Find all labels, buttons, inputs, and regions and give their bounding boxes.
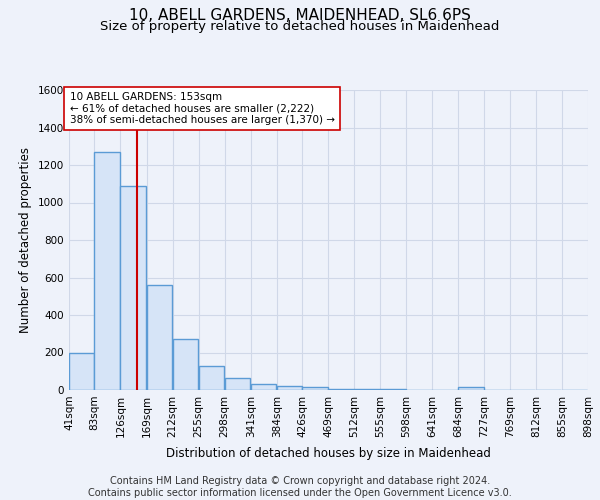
Text: 10, ABELL GARDENS, MAIDENHEAD, SL6 6PS: 10, ABELL GARDENS, MAIDENHEAD, SL6 6PS — [129, 8, 471, 22]
Bar — [251, 384, 276, 390]
Bar — [69, 352, 94, 390]
Bar — [302, 387, 328, 390]
Bar — [224, 378, 250, 390]
Text: 10 ABELL GARDENS: 153sqm
← 61% of detached houses are smaller (2,222)
38% of sem: 10 ABELL GARDENS: 153sqm ← 61% of detach… — [70, 92, 335, 125]
Bar — [173, 340, 198, 390]
Bar — [354, 389, 380, 390]
Bar — [458, 387, 484, 390]
Bar — [199, 366, 224, 390]
Text: Distribution of detached houses by size in Maidenhead: Distribution of detached houses by size … — [166, 448, 491, 460]
Text: Contains HM Land Registry data © Crown copyright and database right 2024.
Contai: Contains HM Land Registry data © Crown c… — [88, 476, 512, 498]
Y-axis label: Number of detached properties: Number of detached properties — [19, 147, 32, 333]
Bar — [121, 186, 146, 390]
Bar — [380, 389, 406, 390]
Bar — [146, 285, 172, 390]
Text: Size of property relative to detached houses in Maidenhead: Size of property relative to detached ho… — [100, 20, 500, 33]
Bar — [94, 152, 120, 390]
Bar — [277, 386, 302, 390]
Bar — [328, 389, 353, 390]
